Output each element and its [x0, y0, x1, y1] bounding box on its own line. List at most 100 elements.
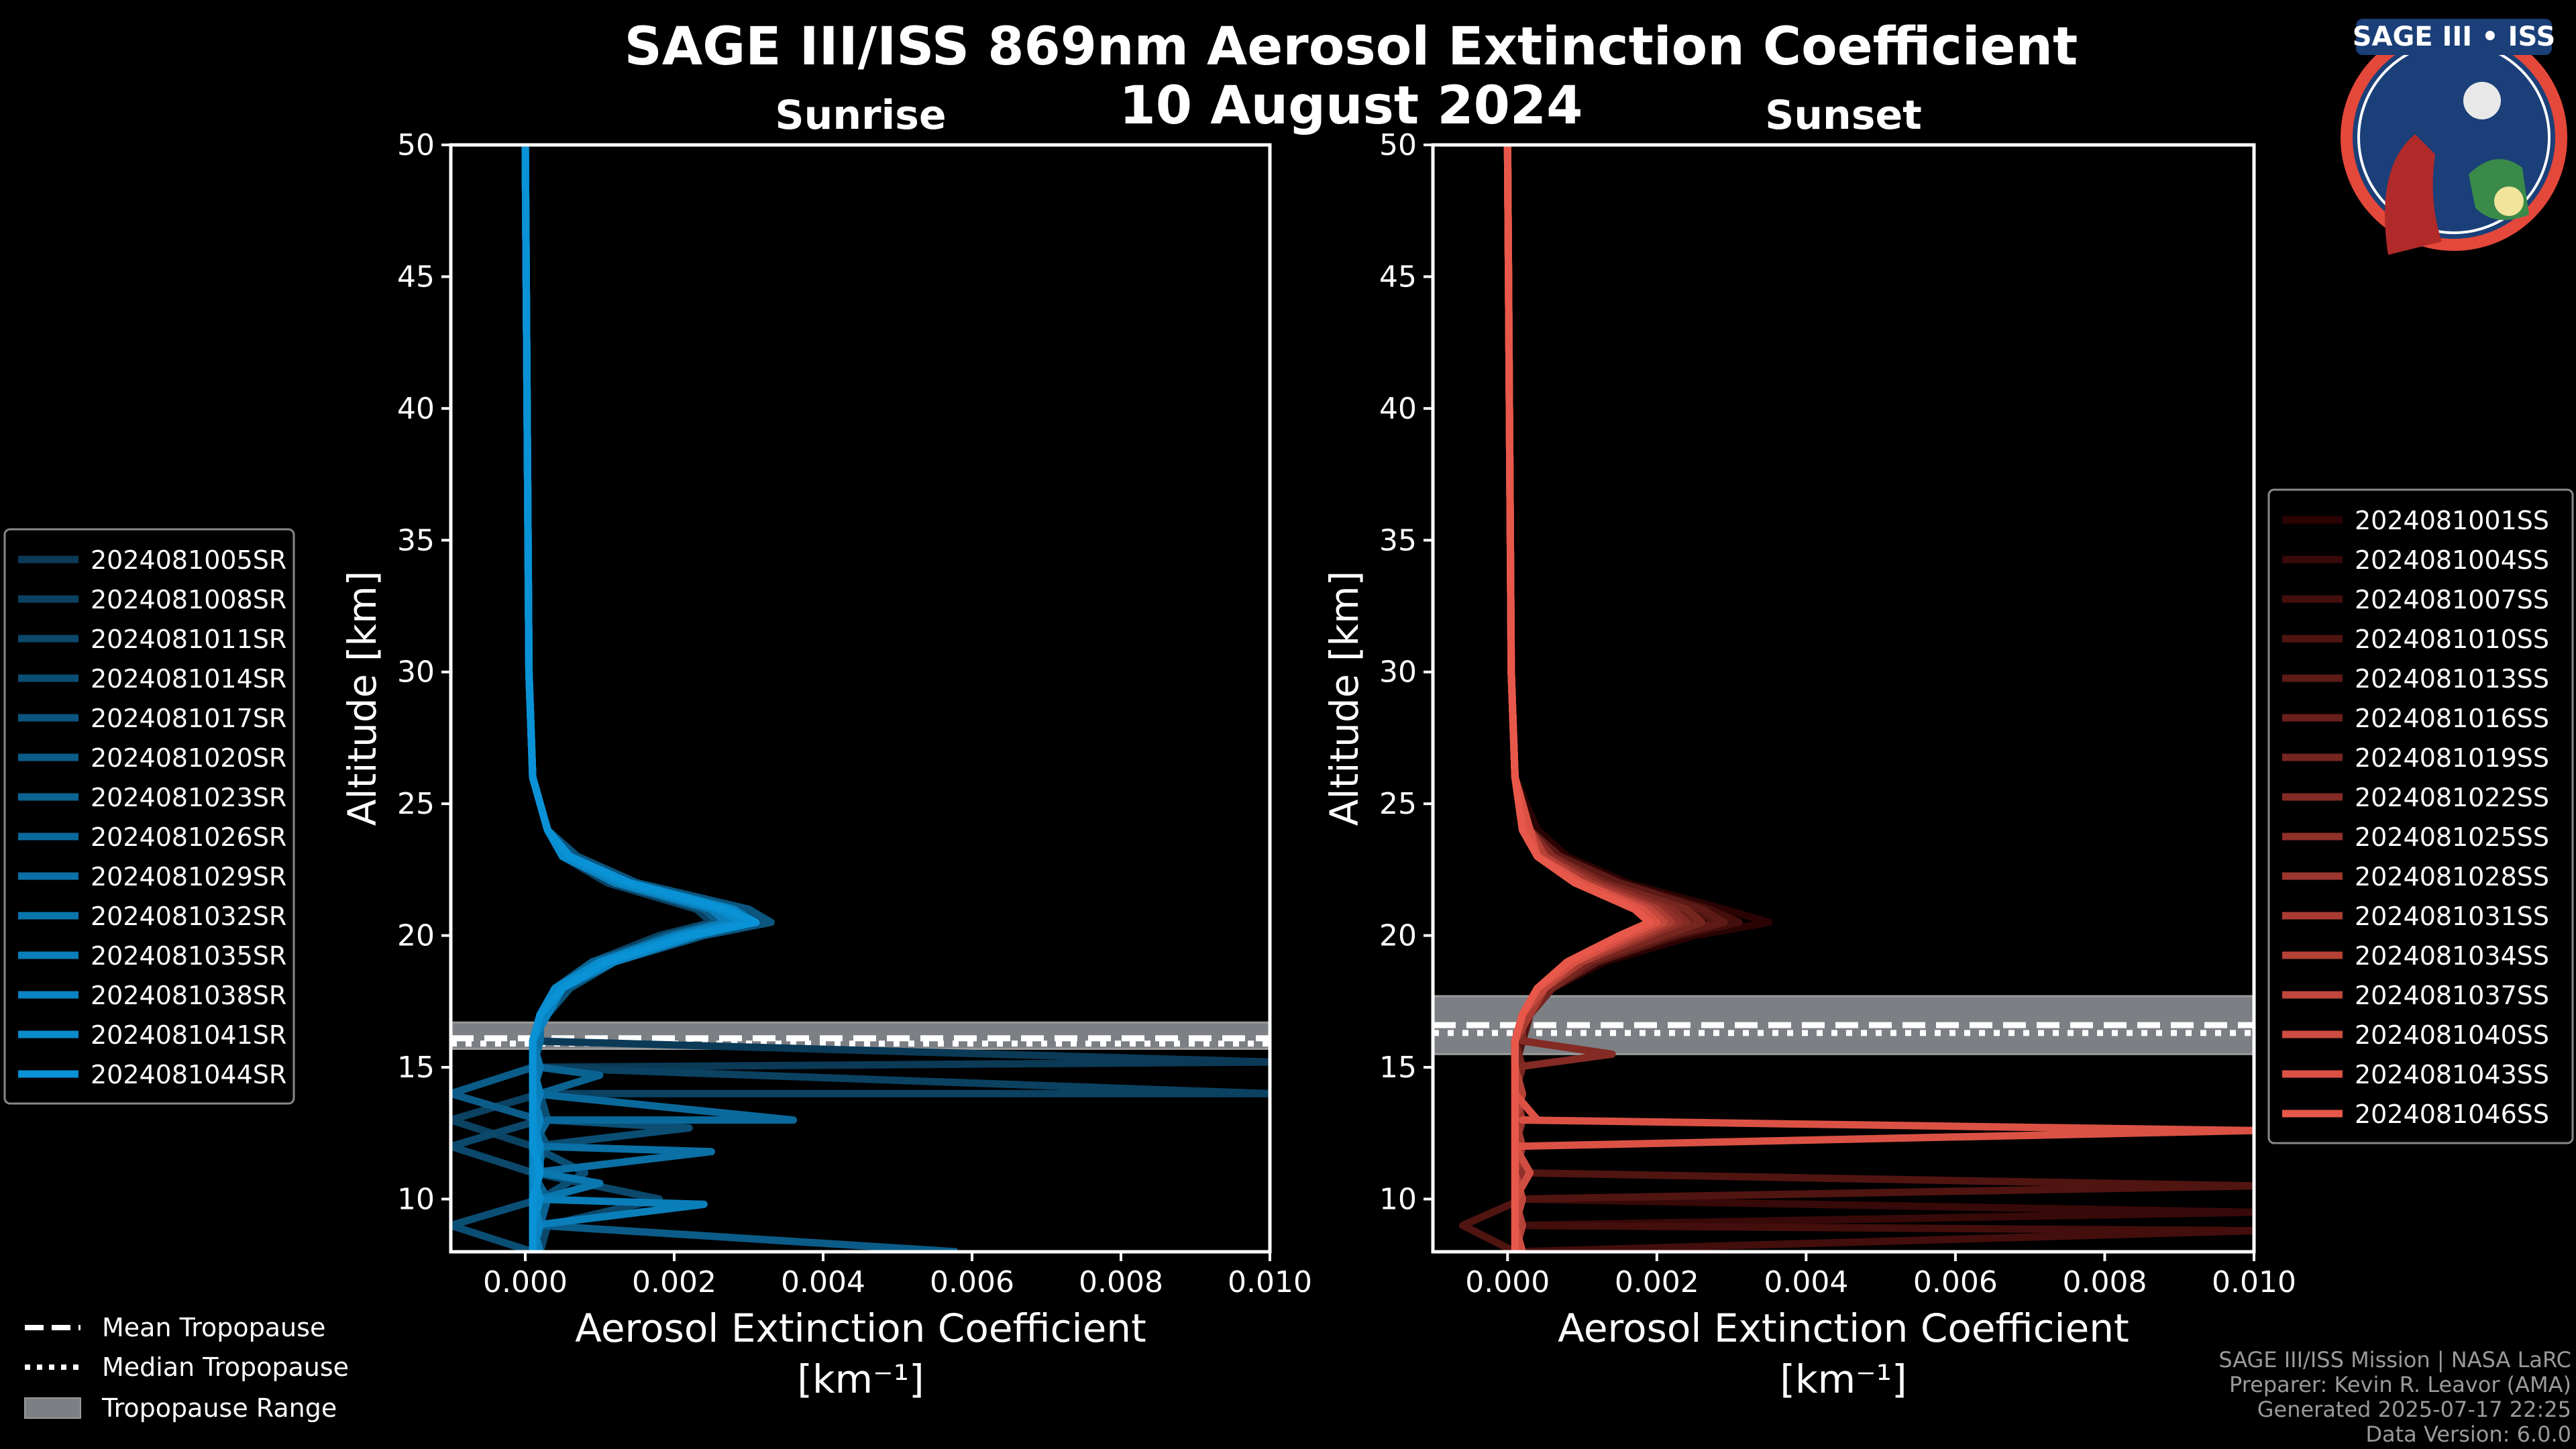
- x-tick-label: 0.006: [1913, 1265, 1998, 1299]
- y-tick-label: 40: [397, 392, 435, 426]
- profile-line-2024081034SS: [1503, 145, 1661, 1252]
- sunrise-title: Sunrise: [775, 92, 946, 139]
- legend-label: 2024081043SS: [2355, 1060, 2549, 1089]
- profile-line-2024081031SS: [1503, 145, 1676, 1252]
- profile-line-2024081014SR: [451, 145, 731, 1252]
- x-tick-label: 0.010: [2212, 1265, 2296, 1299]
- legend-label: 2024081031SS: [2355, 902, 2549, 931]
- legend-label: 2024081005SR: [91, 545, 286, 575]
- x-tick-label: 0.004: [781, 1265, 865, 1299]
- sunset-legend: 2024081001SS 2024081004SS 2024081007SS 2024…: [2267, 488, 2574, 1144]
- y-tick-label: 15: [397, 1051, 435, 1085]
- y-tick-label: 10: [1379, 1182, 1417, 1216]
- sunrise-plot: 0.000 0.002 0.004 0.006 0.008 0.010 10 15 20 25 30…: [397, 128, 1312, 1299]
- mean-tropopause-label: Mean Tropopause: [102, 1313, 325, 1342]
- profile-line-2024081013SS: [1503, 145, 1728, 1252]
- x-tick-label: 0.008: [1079, 1265, 1163, 1299]
- legend-label: 2024081038SR: [91, 981, 286, 1010]
- sunrise-xunits: [km⁻¹]: [797, 1356, 924, 1402]
- figure-date: 10 August 2024: [1120, 76, 1583, 136]
- footer-version: Data Version: 6.0.0: [2365, 1421, 2571, 1447]
- legend-label: 2024081037SS: [2355, 981, 2549, 1010]
- legend-label: 2024081034SS: [2355, 941, 2549, 971]
- legend-label: 2024081035SR: [91, 941, 286, 971]
- legend-label: 2024081046SS: [2355, 1099, 2549, 1129]
- logo-text: SAGE III • ISS: [2353, 21, 2556, 52]
- profile-line-2024081007SS: [1503, 145, 2254, 1252]
- legend-label: 2024081014SR: [91, 664, 286, 694]
- y-tick-label: 25: [397, 787, 435, 821]
- sunrise-legend-frame: [3, 528, 295, 1105]
- sunset-title: Sunset: [1765, 92, 1922, 139]
- y-tick-label: 45: [1379, 260, 1417, 294]
- tropopause-range-swatch: [24, 1397, 81, 1419]
- y-tick-label: 30: [1379, 655, 1417, 690]
- legend-label: 2024081040SS: [2355, 1020, 2549, 1050]
- legend-label: 2024081017SR: [91, 704, 286, 733]
- profile-line-2024081043SS: [1503, 145, 2254, 1252]
- profile-line-2024081001SS: [1503, 145, 1773, 1252]
- y-tick-label: 50: [1379, 128, 1417, 162]
- sunset-axes-frame: [1431, 143, 2256, 1254]
- sunset-legend-frame: [2267, 488, 2574, 1144]
- sunrise-ylabel: Altitude [km]: [339, 571, 385, 826]
- sage-logo: SAGE III • ISS: [2341, 19, 2567, 255]
- profile-line-2024081044SR: [521, 145, 760, 1252]
- sunset-plot: 0.000 0.002 0.004 0.006 0.008 0.010 10 15 20 25 30…: [1379, 128, 2296, 1299]
- x-tick-label: 0.006: [930, 1265, 1014, 1299]
- median-tropopause-label: Median Tropopause: [102, 1352, 349, 1382]
- x-tick-label: 0.002: [1615, 1265, 1699, 1299]
- sunset-ylabel: Altitude [km]: [1322, 571, 1367, 826]
- profile-line-2024081040SS: [1503, 145, 1654, 1252]
- sunrise-legend: 2024081005SR 2024081008SR 2024081011SR 2024…: [3, 528, 295, 1105]
- legend-label: 2024081026SR: [91, 822, 286, 852]
- x-tick-label: 0.000: [1465, 1265, 1550, 1299]
- profile-line-2024081004SS: [1503, 145, 2254, 1252]
- legend-label: 2024081019SS: [2355, 743, 2549, 773]
- sunset-xlabel: Aerosol Extinction Coefficient: [1558, 1305, 2129, 1351]
- legend-label: 2024081011SR: [91, 625, 286, 654]
- legend-label: 2024081041SR: [91, 1020, 286, 1050]
- legend-label: 2024081004SS: [2355, 545, 2549, 575]
- profile-line-2024081022SS: [1503, 145, 1690, 1252]
- legend-label: 2024081044SR: [91, 1060, 286, 1089]
- profile-line-2024081046SS: [1503, 145, 1654, 1252]
- x-tick-label: 0.004: [1764, 1265, 1848, 1299]
- legend-label: 2024081023SR: [91, 783, 286, 812]
- legend-label: 2024081022SS: [2355, 783, 2549, 812]
- profile-line-2024081016SS: [1503, 145, 1698, 1252]
- profile-line-2024081023SR: [521, 145, 738, 1252]
- x-tick-label: 0.000: [483, 1265, 568, 1299]
- figure-title: SAGE III/ISS 869nm Aerosol Extinction Co…: [625, 17, 2078, 77]
- profile-line-2024081011SR: [451, 145, 753, 1252]
- y-tick-label: 45: [397, 260, 435, 294]
- profile-line-2024081005SR: [521, 145, 1270, 1252]
- y-tick-label: 30: [397, 655, 435, 690]
- legend-label: 2024081001SS: [2355, 506, 2549, 535]
- profile-line-2024081037SS: [1503, 145, 1668, 1252]
- sunset-xunits: [km⁻¹]: [1780, 1356, 1907, 1402]
- footer-mission: SAGE III/ISS Mission | NASA LaRC: [2218, 1347, 2571, 1373]
- legend-label: 2024081025SS: [2355, 822, 2549, 852]
- x-tick-label: 0.008: [2062, 1265, 2147, 1299]
- logo-figure-icon: [2385, 134, 2442, 255]
- y-tick-label: 10: [397, 1182, 435, 1216]
- sunrise-xlabel: Aerosol Extinction Coefficient: [575, 1305, 1146, 1351]
- sunrise-axes-frame: [449, 143, 1272, 1254]
- legend-label: 2024081010SS: [2355, 625, 2549, 654]
- profile-line-2024081019SS: [1503, 145, 1706, 1252]
- legend-label: 2024081028SS: [2355, 862, 2549, 892]
- legend-label: 2024081020SR: [91, 743, 286, 773]
- footer-preparer: Preparer: Kevin R. Leavor (AMA): [2229, 1372, 2571, 1397]
- x-tick-label: 0.010: [1228, 1265, 1312, 1299]
- profile-line-2024081025SS: [1503, 145, 1683, 1252]
- legend-label: 2024081032SR: [91, 902, 286, 931]
- y-tick-label: 35: [1379, 523, 1417, 557]
- y-tick-label: 20: [1379, 919, 1417, 953]
- y-tick-label: 40: [1379, 392, 1417, 426]
- profile-line-2024081028SS: [1503, 145, 1676, 1252]
- legend-label: 2024081016SS: [2355, 704, 2549, 733]
- x-tick-label: 0.002: [632, 1265, 716, 1299]
- tropopause-legend: Mean Tropopause Median Tropopause Tropop…: [24, 1313, 349, 1423]
